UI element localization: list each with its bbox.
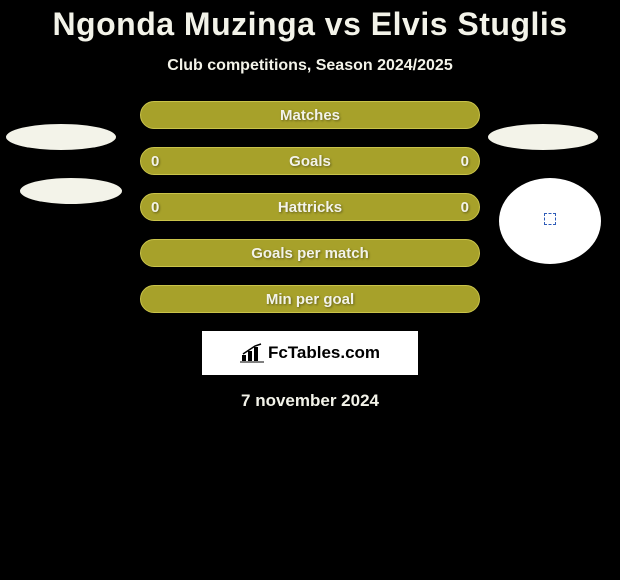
stat-value-left: 0 — [151, 153, 159, 170]
logo-text: FcTables.com — [268, 343, 380, 363]
stat-value-right: 0 — [461, 153, 469, 170]
bar-chart-icon — [240, 343, 264, 363]
stat-row-hattricks: 0 Hattricks 0 — [140, 193, 480, 221]
page-title: Ngonda Muzinga vs Elvis Stuglis — [0, 0, 620, 43]
stat-label: Goals — [289, 153, 331, 170]
stats-container: Matches 0 Goals 0 0 Hattricks 0 Goals pe… — [140, 101, 480, 313]
decor-ellipse — [20, 178, 122, 204]
stat-value-right: 0 — [461, 199, 469, 216]
stat-row-goals-per-match: Goals per match — [140, 239, 480, 267]
stat-label: Hattricks — [278, 199, 342, 216]
date-text: 7 november 2024 — [0, 391, 620, 411]
page-subtitle: Club competitions, Season 2024/2025 — [0, 57, 620, 75]
stat-label: Goals per match — [251, 245, 369, 262]
decor-ellipse — [488, 124, 598, 150]
fctables-logo: FcTables.com — [240, 343, 380, 363]
stat-label: Min per goal — [266, 291, 354, 308]
decor-ellipse — [6, 124, 116, 150]
stat-row-goals: 0 Goals 0 — [140, 147, 480, 175]
stat-value-left: 0 — [151, 199, 159, 216]
stat-row-matches: Matches — [140, 101, 480, 129]
info-badge-icon — [544, 213, 556, 225]
stat-row-min-per-goal: Min per goal — [140, 285, 480, 313]
stat-label: Matches — [280, 107, 340, 124]
logo-box: FcTables.com — [202, 331, 418, 375]
